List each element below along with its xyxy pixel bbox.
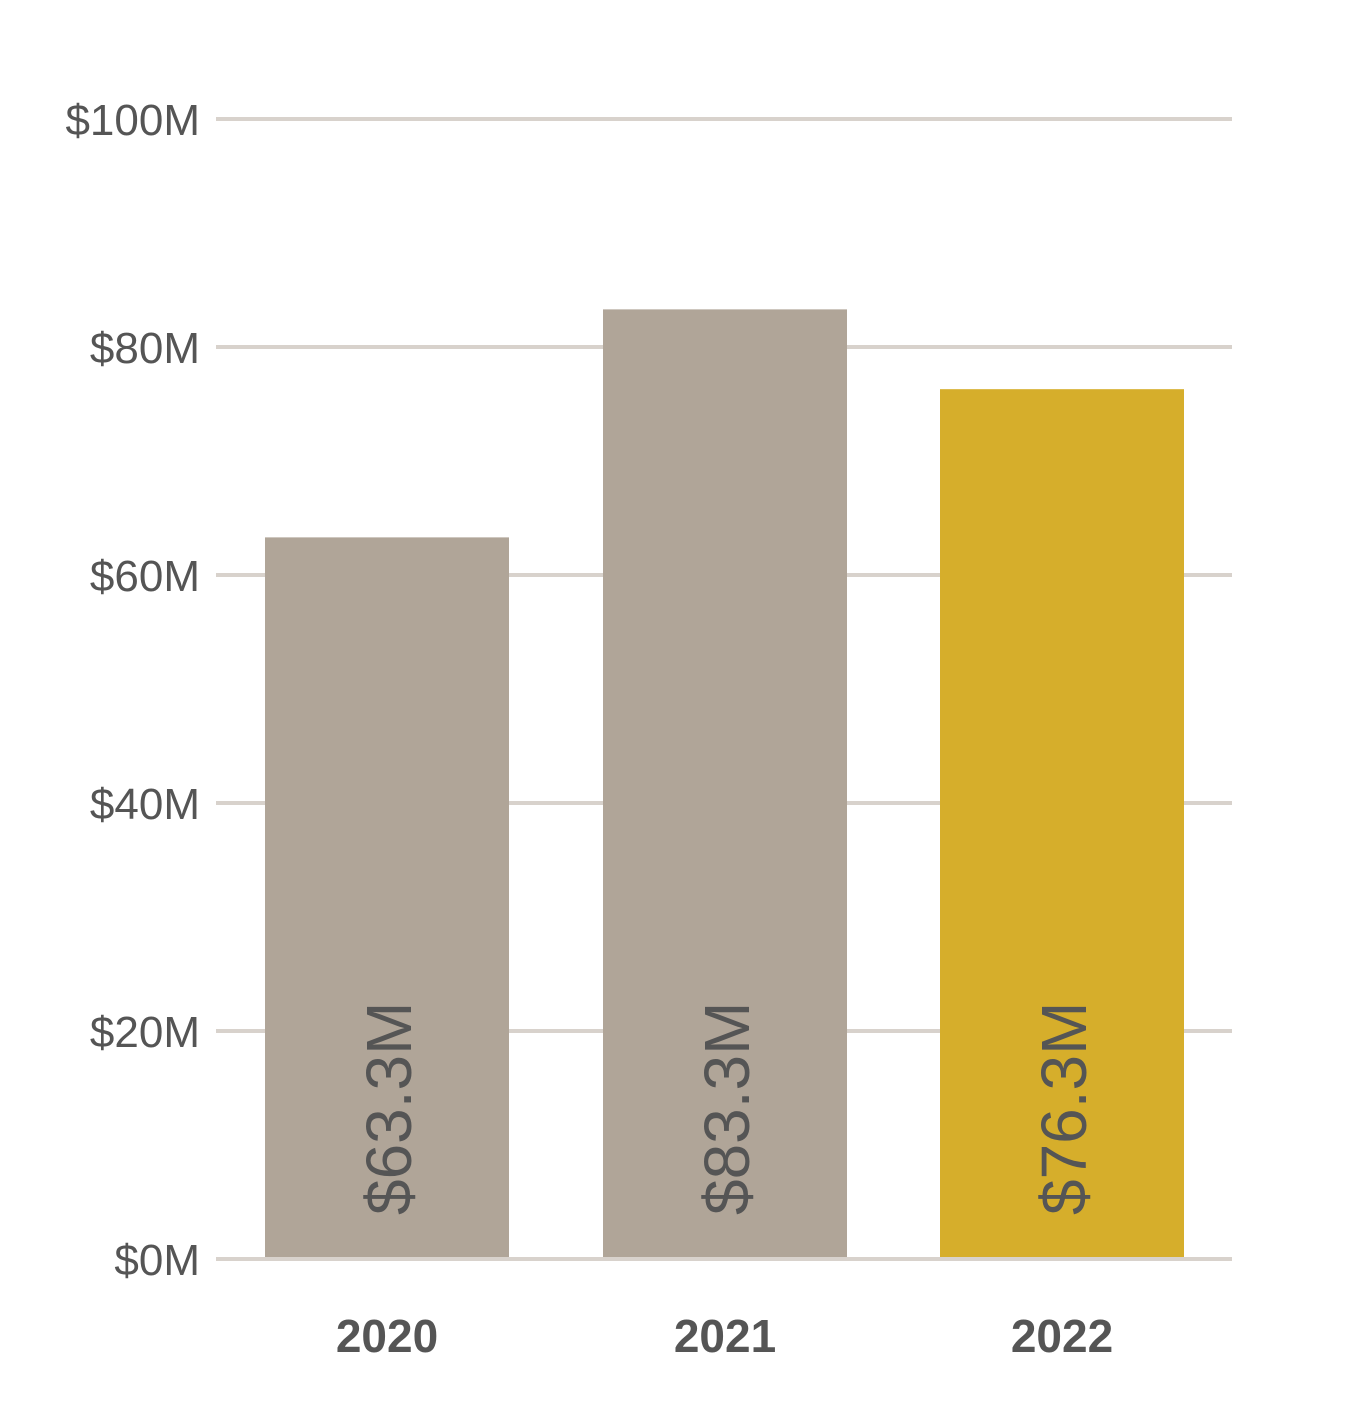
bar-2022 <box>940 389 1184 1259</box>
bars <box>216 309 1232 1261</box>
y-tick-label: $40M <box>90 780 200 829</box>
bar-value-label: $63.3M <box>353 1002 425 1215</box>
y-axis-tick-labels: $0M $20M $40M $60M $80M $100M <box>65 96 200 1285</box>
x-axis-category-labels: 2020 2021 2022 <box>336 1310 1113 1362</box>
bar-2021 <box>603 309 847 1259</box>
x-category-label: 2022 <box>1011 1310 1113 1362</box>
x-category-label: 2021 <box>674 1310 776 1362</box>
bar-value-label: $76.3M <box>1028 1002 1100 1215</box>
y-tick-label: $60M <box>90 552 200 601</box>
bar-value-labels: $63.3M $83.3M $76.3M <box>353 1002 1100 1215</box>
y-tick-label: $100M <box>65 96 200 145</box>
y-tick-label: $20M <box>90 1008 200 1057</box>
y-tick-label: $0M <box>114 1236 200 1285</box>
bar-value-label: $83.3M <box>691 1002 763 1215</box>
bar-2020 <box>265 537 509 1259</box>
y-tick-label: $80M <box>90 324 200 373</box>
x-category-label: 2020 <box>336 1310 438 1362</box>
